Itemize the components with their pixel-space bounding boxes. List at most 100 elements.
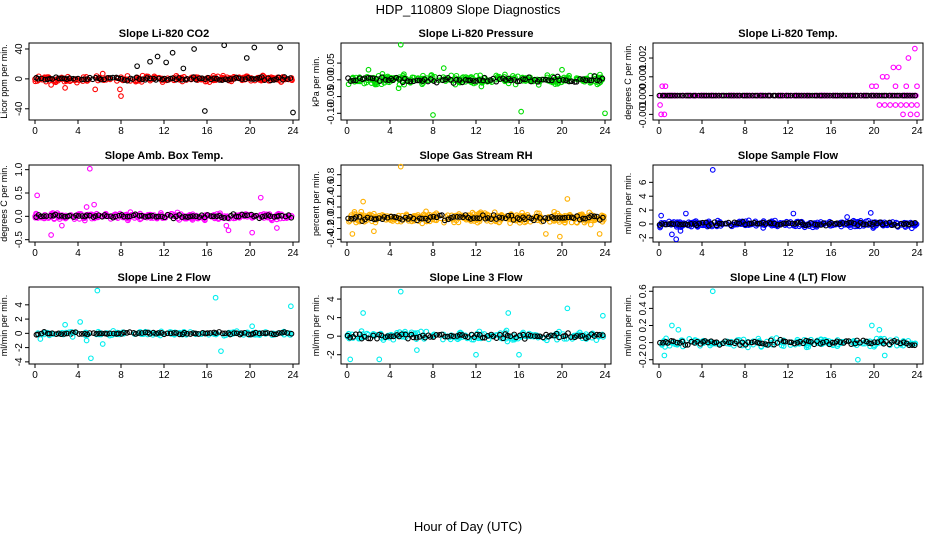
data-point xyxy=(253,75,260,82)
data-point xyxy=(514,78,521,85)
data-point xyxy=(514,73,521,80)
x-tick-label: 8 xyxy=(118,126,124,137)
data-point xyxy=(863,221,870,228)
data-point xyxy=(542,215,549,221)
data-point xyxy=(791,340,798,347)
data-point xyxy=(179,214,185,220)
data-point xyxy=(518,108,525,115)
data-point xyxy=(871,339,878,346)
y-tick-label: 0.6 xyxy=(638,284,649,298)
data-point xyxy=(594,331,600,338)
data-point xyxy=(481,74,488,81)
data-point xyxy=(670,221,677,227)
data-point xyxy=(58,213,65,219)
x-tick-label: 12 xyxy=(782,248,794,259)
x-tick-label: 24 xyxy=(911,126,923,137)
data-point xyxy=(814,221,821,228)
data-point xyxy=(906,342,913,349)
data-point xyxy=(573,78,580,85)
data-point xyxy=(351,209,358,215)
data-point xyxy=(173,330,180,336)
data-point xyxy=(801,92,808,99)
data-point xyxy=(208,213,214,219)
data-point xyxy=(131,215,138,221)
data-point xyxy=(908,102,915,108)
data-point xyxy=(360,198,366,205)
data-point xyxy=(89,76,96,83)
data-point xyxy=(496,214,503,221)
data-point xyxy=(905,221,912,228)
data-point xyxy=(281,329,288,335)
y-tick-label: 0.00 xyxy=(326,70,337,90)
data-point xyxy=(239,211,245,218)
data-point xyxy=(777,221,784,228)
data-point xyxy=(41,213,47,219)
y-tick-label: -40 xyxy=(14,101,25,116)
data-point xyxy=(824,92,831,99)
data-point xyxy=(526,74,532,81)
data-point xyxy=(56,213,62,219)
data-point xyxy=(904,92,910,99)
data-point xyxy=(588,213,594,219)
data-point xyxy=(242,76,249,82)
data-point xyxy=(35,75,41,82)
panel-7: Slope Line 3 Flow ml/min per min. 0 4 8 12 16 2… xyxy=(311,272,612,381)
data-point xyxy=(600,214,606,221)
data-point xyxy=(883,92,890,99)
data-point xyxy=(901,92,908,99)
data-point xyxy=(709,288,716,295)
data-point xyxy=(656,222,663,228)
data-point xyxy=(155,213,162,220)
data-point xyxy=(245,75,252,81)
y-tick-label: 0 xyxy=(14,330,25,336)
y-axis-label: Licor ppm per min. xyxy=(0,44,9,119)
data-point xyxy=(353,214,359,220)
y-tick-label: 0 xyxy=(14,76,25,82)
data-point xyxy=(534,210,540,216)
data-point xyxy=(191,46,197,52)
data-point xyxy=(656,92,663,99)
data-point xyxy=(390,333,397,340)
data-point xyxy=(799,221,806,228)
data-point xyxy=(155,75,162,82)
data-point xyxy=(827,92,834,99)
y-axis-label: kPa per min. xyxy=(311,56,321,107)
data-point xyxy=(837,92,843,99)
data-point xyxy=(591,73,598,79)
data-point xyxy=(176,331,183,338)
data-point xyxy=(190,213,196,219)
data-point xyxy=(548,332,554,339)
data-point xyxy=(536,76,543,83)
data-point xyxy=(834,338,840,345)
data-point xyxy=(542,76,549,83)
data-point xyxy=(447,76,454,83)
data-point xyxy=(430,112,436,118)
data-point xyxy=(854,92,861,99)
data-point xyxy=(262,213,268,219)
plot-frame xyxy=(28,164,300,243)
data-point xyxy=(897,340,904,347)
data-point xyxy=(410,78,417,85)
data-point xyxy=(77,319,83,325)
data-point xyxy=(675,326,682,333)
data-point xyxy=(153,213,160,220)
data-point xyxy=(227,76,234,82)
x-tick-label: 12 xyxy=(470,248,482,259)
data-point xyxy=(900,111,906,118)
data-point xyxy=(371,228,377,235)
data-point xyxy=(267,77,274,84)
data-point xyxy=(132,331,139,337)
data-point xyxy=(752,92,759,99)
data-point xyxy=(596,331,603,338)
data-point xyxy=(270,331,277,338)
x-tick-label: 20 xyxy=(868,126,880,137)
x-tick-label: 0 xyxy=(344,370,350,381)
data-point xyxy=(153,77,159,83)
data-point xyxy=(903,102,910,108)
data-point xyxy=(445,76,451,83)
y-tick-label: 0.4 xyxy=(638,301,649,315)
x-tick-label: 12 xyxy=(470,126,482,137)
data-point xyxy=(79,331,85,337)
data-point xyxy=(235,75,242,82)
